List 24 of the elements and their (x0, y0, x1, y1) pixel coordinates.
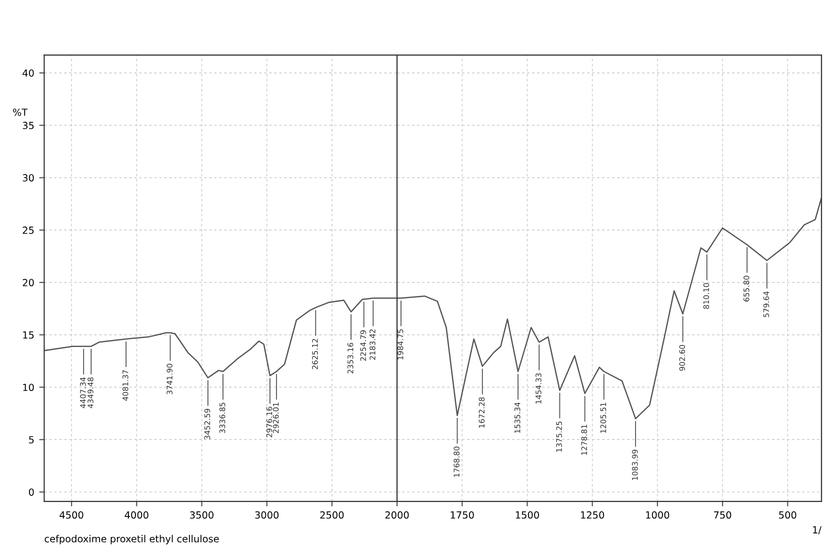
x-tick-label: 3500 (190, 511, 214, 519)
y-tick-label: 0 (28, 488, 34, 496)
x-tick-label: 2500 (320, 511, 344, 519)
text: cefpodoxime proxetil ethyl cellulose (44, 534, 219, 544)
x-tick-label: 1000 (646, 511, 670, 519)
y-tick-label: 40 (22, 69, 34, 77)
x-tick-label: 1250 (581, 511, 604, 519)
y-tick-label: 5 (29, 436, 34, 444)
y-tick-label: 35 (22, 122, 34, 130)
x-axis-title: 1/ (813, 526, 822, 534)
x-tick-label: 500 (779, 511, 796, 519)
y-tick-label: 20 (22, 278, 34, 286)
y-tick-label: 25 (22, 226, 34, 234)
y-tick-label: 15 (23, 331, 34, 339)
x-tick-label: 1500 (516, 511, 539, 519)
x-tick-label: 4000 (124, 511, 148, 519)
y-tick-label: 30 (22, 174, 34, 182)
x-tick-label: 3000 (255, 511, 279, 519)
y-axis-title: %T (12, 108, 28, 116)
x-tick-label: 750 (714, 511, 732, 519)
x-tick-label: 4500 (60, 511, 84, 519)
x-tick-label: 2000 (385, 511, 409, 519)
y-tick-label: 10 (23, 384, 34, 392)
x-tick-label: 1750 (450, 511, 474, 519)
